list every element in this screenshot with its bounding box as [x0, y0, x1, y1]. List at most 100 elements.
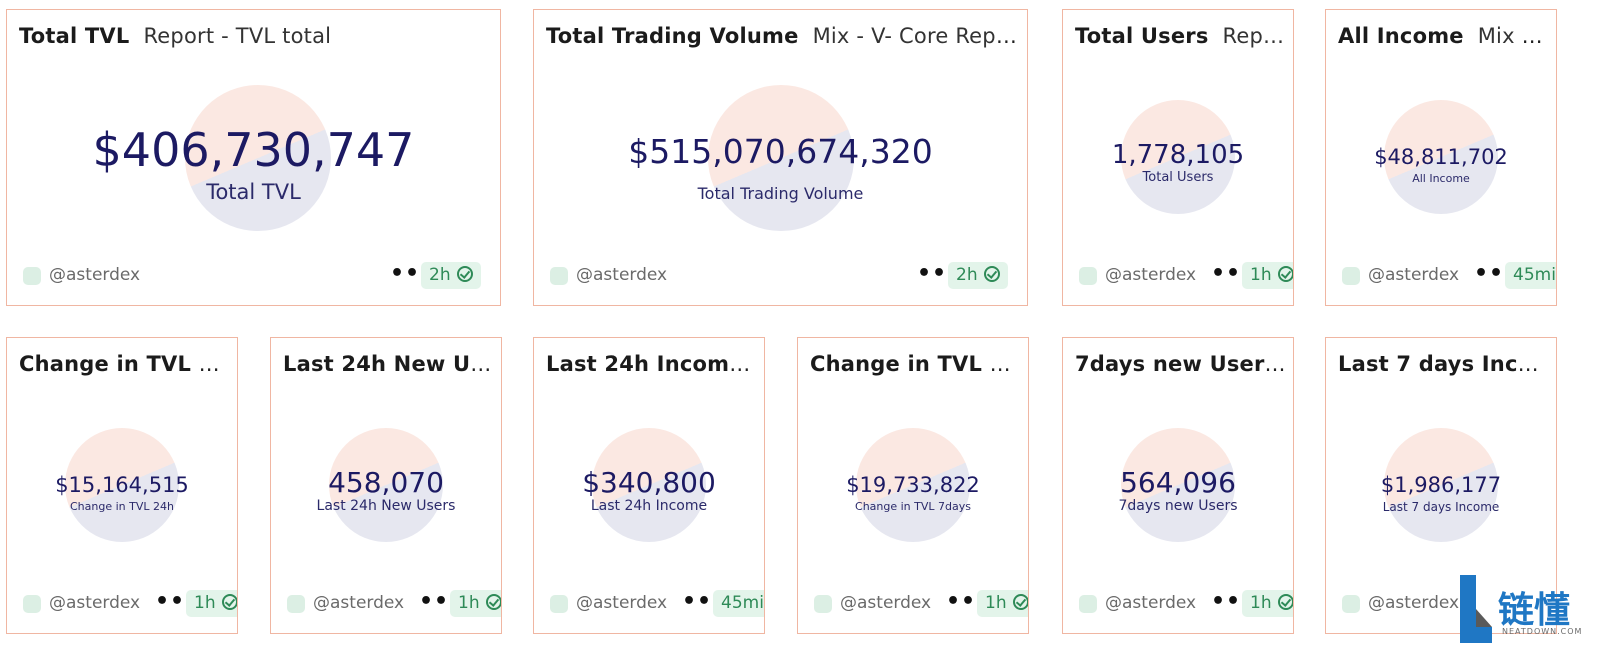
- counter-viz: $48,811,702 All Income: [1326, 10, 1556, 305]
- watermark-logo: 链懂 NEATDOWN.COM: [1456, 575, 1596, 643]
- counter-value: $48,811,702: [1374, 145, 1508, 169]
- counter-background-circle: [708, 85, 854, 231]
- counter-background-circle: [592, 428, 706, 542]
- freshness-label: 45mi: [721, 593, 764, 613]
- card-footer: @asterdex ••• 1h: [287, 589, 501, 617]
- counter-value: $406,730,747: [92, 123, 415, 177]
- counter-viz: $15,164,515 Change in TVL 24h: [7, 338, 237, 633]
- author-link[interactable]: @asterdex: [840, 593, 932, 613]
- counter-value: 458,070: [328, 466, 444, 499]
- counter-viz: $406,730,747 Total TVL: [7, 10, 500, 305]
- check-circle-icon: [456, 266, 473, 282]
- card-change-tvl-24h[interactable]: Change in TVL 24… $15,164,515 Change in …: [6, 337, 238, 634]
- author-link[interactable]: @asterdex: [1105, 265, 1197, 285]
- counter-caption: Total Trading Volume: [697, 184, 864, 203]
- counter-value: $1,986,177: [1380, 473, 1502, 497]
- check-circle-icon: [983, 266, 1000, 282]
- counter-background-circle: [185, 85, 331, 231]
- counter-value: $515,070,674,320: [628, 132, 933, 171]
- author-link[interactable]: @asterdex: [49, 593, 141, 613]
- counter-value: 564,096: [1120, 466, 1236, 499]
- counter-viz: 1,778,105 Total Users: [1063, 10, 1293, 305]
- avatar: [1342, 267, 1360, 285]
- avatar: [550, 595, 568, 613]
- card-footer: @asterdex ••• 1h: [1079, 261, 1293, 289]
- card-footer: @asterdex ••• 2h: [23, 261, 500, 289]
- card-change-tvl-7d[interactable]: Change in TVL 7d… $19,733,822 Change in …: [797, 337, 1029, 634]
- watermark-l-icon: [1460, 575, 1492, 643]
- counter-background-circle: [1384, 428, 1498, 542]
- card-all-income[interactable]: All Income Mix -… $48,811,702 All Income …: [1325, 9, 1557, 306]
- counter-viz: $515,070,674,320 Total Trading Volume: [534, 10, 1027, 305]
- card-total-users[interactable]: Total Users Rep… 1,778,105 Total Users @a…: [1062, 9, 1294, 306]
- card-footer: @asterdex ••• 45mi: [550, 589, 764, 617]
- freshness-badge[interactable]: 1h: [1242, 262, 1293, 289]
- counter-background-circle: [1121, 100, 1235, 214]
- counter-caption: All Income: [1412, 172, 1470, 185]
- card-7days-new-users[interactable]: 7days new Users… 564,096 7days new Users…: [1062, 337, 1294, 634]
- counter-viz: $1,986,177 Last 7 days Income: [1326, 338, 1556, 633]
- counter-background-circle: [1121, 428, 1235, 542]
- avatar: [1342, 595, 1360, 613]
- counter-viz: $340,800 Last 24h Income: [534, 338, 764, 633]
- counter-caption: Change in TVL 24h: [70, 500, 174, 513]
- freshness-badge[interactable]: 45mi: [1505, 262, 1556, 289]
- author-link[interactable]: @asterdex: [313, 593, 405, 613]
- counter-caption: Change in TVL 7days: [855, 500, 971, 513]
- check-circle-icon: [1012, 594, 1028, 610]
- counter-background-circle: [65, 428, 179, 542]
- freshness-badge[interactable]: 45mi: [713, 590, 764, 617]
- counter-caption: Last 24h Income: [590, 498, 708, 514]
- card-last-7-days-income[interactable]: Last 7 days Inco… $1,986,177 Last 7 days…: [1325, 337, 1557, 634]
- avatar: [23, 595, 41, 613]
- author-link[interactable]: @asterdex: [576, 265, 668, 285]
- counter-caption: Total TVL: [206, 180, 301, 204]
- card-last-24h-new-users[interactable]: Last 24h New Us… 458,070 Last 24h New Us…: [270, 337, 502, 634]
- freshness-badge[interactable]: 2h: [948, 262, 1008, 289]
- watermark-text: 链懂: [1498, 590, 1571, 631]
- card-footer: @asterdex ••• 1h: [23, 589, 237, 617]
- avatar: [1079, 595, 1097, 613]
- check-circle-icon: [485, 594, 501, 610]
- counter-viz: $19,733,822 Change in TVL 7days: [798, 338, 1028, 633]
- counter-caption: Last 7 days Income: [1382, 500, 1500, 514]
- author-link[interactable]: @asterdex: [1368, 593, 1460, 613]
- check-circle-icon: [1277, 594, 1293, 610]
- counter-caption: Last 24h New Users: [316, 498, 456, 514]
- check-circle-icon: [1277, 266, 1293, 282]
- avatar: [550, 267, 568, 285]
- freshness-badge[interactable]: 1h: [977, 590, 1028, 617]
- counter-viz: 564,096 7days new Users: [1063, 338, 1293, 633]
- freshness-label: 1h: [1250, 593, 1272, 613]
- counter-background-circle: [856, 428, 970, 542]
- card-footer: @asterdex ••• 2h: [550, 261, 1027, 289]
- card-total-tvl[interactable]: Total TVL Report - TVL total $406,730,747…: [6, 9, 501, 306]
- freshness-badge[interactable]: 1h: [186, 590, 237, 617]
- avatar: [23, 267, 41, 285]
- card-footer: @asterdex ••• 1h: [814, 589, 1028, 617]
- check-circle-icon: [221, 594, 237, 610]
- author-link[interactable]: @asterdex: [1105, 593, 1197, 613]
- card-footer: @asterdex ••• 1h: [1079, 589, 1293, 617]
- freshness-label: 1h: [985, 593, 1007, 613]
- card-total-trading-volume[interactable]: Total Trading Volume Mix - V- Core Report…: [533, 9, 1028, 306]
- freshness-badge[interactable]: 1h: [1242, 590, 1293, 617]
- freshness-badge[interactable]: 2h: [421, 262, 481, 289]
- freshness-label: 2h: [429, 265, 451, 285]
- counter-value: $19,733,822: [846, 473, 980, 497]
- watermark-subtext: NEATDOWN.COM: [1502, 627, 1583, 636]
- counter-viz: 458,070 Last 24h New Users: [271, 338, 501, 633]
- freshness-label: 1h: [194, 593, 216, 613]
- freshness-label: 2h: [956, 265, 978, 285]
- card-last-24h-income[interactable]: Last 24h Income… $340,800 Last 24h Incom…: [533, 337, 765, 634]
- author-link[interactable]: @asterdex: [576, 593, 668, 613]
- author-link[interactable]: @asterdex: [49, 265, 141, 285]
- avatar: [1079, 267, 1097, 285]
- avatar: [814, 595, 832, 613]
- freshness-label: 1h: [1250, 265, 1272, 285]
- author-link[interactable]: @asterdex: [1368, 265, 1460, 285]
- freshness-badge[interactable]: 1h: [450, 590, 501, 617]
- avatar: [287, 595, 305, 613]
- counter-caption: Total Users: [1142, 170, 1214, 185]
- counter-background-circle: [329, 428, 443, 542]
